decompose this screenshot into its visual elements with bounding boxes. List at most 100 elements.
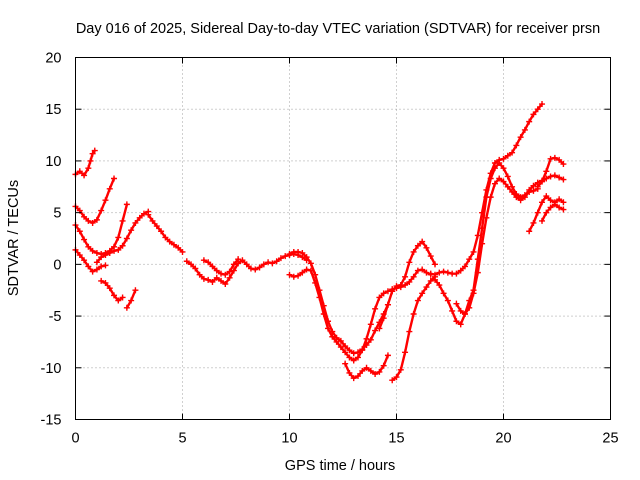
data-point	[307, 260, 314, 267]
data-point	[209, 278, 216, 285]
data-point	[406, 278, 413, 285]
data-point	[560, 206, 567, 213]
data-point	[81, 236, 88, 243]
data-point	[521, 194, 528, 201]
data-point	[320, 311, 327, 318]
data-point	[312, 279, 319, 286]
data-point	[526, 118, 533, 125]
data-point	[419, 290, 426, 297]
series-line	[74, 177, 116, 225]
data-point	[453, 318, 460, 325]
data-point	[380, 362, 387, 369]
data-point	[342, 349, 349, 356]
data-point	[547, 173, 554, 180]
data-point	[93, 266, 100, 273]
data-point	[419, 266, 426, 273]
data-point	[496, 159, 503, 166]
data-point	[145, 211, 152, 218]
y-axis-label: SDTVAR / TECUs	[6, 180, 22, 296]
data-point	[325, 325, 332, 332]
data-point	[89, 219, 96, 226]
data-point	[539, 217, 546, 224]
data-point	[303, 254, 310, 261]
data-point	[479, 240, 486, 247]
data-point	[200, 257, 207, 264]
data-point	[466, 256, 473, 263]
series-arc-m	[342, 352, 391, 382]
data-point	[483, 214, 490, 221]
data-point	[295, 248, 302, 255]
data-point	[534, 183, 541, 190]
data-point	[226, 274, 233, 281]
plot-frame	[75, 57, 611, 420]
data-point	[530, 182, 537, 189]
data-point	[119, 217, 126, 224]
data-point	[380, 315, 387, 322]
data-point	[106, 285, 113, 292]
data-point	[556, 174, 563, 181]
data-point	[277, 255, 284, 262]
data-point	[547, 204, 554, 211]
data-point	[76, 228, 83, 235]
data-point	[265, 259, 272, 266]
data-point	[474, 232, 481, 239]
data-point	[461, 311, 468, 318]
data-point	[111, 292, 118, 299]
data-point	[123, 235, 130, 242]
data-point	[504, 173, 511, 180]
data-point	[363, 335, 370, 342]
data-point	[260, 261, 267, 268]
data-point	[128, 297, 135, 304]
series-arc-i	[183, 251, 310, 288]
data-point	[149, 217, 156, 224]
data-point	[209, 263, 216, 270]
x-axis-label: GPS time / hours	[285, 458, 395, 474]
data-point	[119, 242, 126, 249]
data-point	[102, 252, 109, 259]
series-arc-n	[376, 238, 439, 332]
data-point	[235, 256, 242, 263]
data-point	[170, 241, 177, 248]
data-point	[85, 217, 92, 224]
data-point	[487, 175, 494, 182]
data-point	[115, 234, 122, 241]
data-point	[188, 261, 195, 268]
data-point	[273, 258, 280, 265]
data-point	[252, 266, 259, 273]
data-point	[560, 199, 567, 206]
series-arc-h	[145, 211, 186, 255]
data-point	[517, 134, 524, 141]
data-point	[491, 180, 498, 187]
data-point	[453, 270, 460, 277]
data-point	[111, 247, 118, 254]
data-point	[106, 185, 113, 192]
series-arc-s	[534, 154, 567, 190]
series-arc-q	[432, 159, 541, 328]
series-arc-g	[123, 287, 139, 311]
data-point	[376, 368, 383, 375]
data-point	[222, 281, 229, 288]
series-arc-e	[93, 208, 152, 266]
data-point	[337, 337, 344, 344]
data-point	[359, 347, 366, 354]
data-point	[539, 199, 546, 206]
data-point	[513, 142, 520, 149]
y-tick-label: 0	[53, 257, 61, 273]
x-tick-label: 20	[495, 431, 511, 447]
data-point	[282, 253, 289, 260]
data-point	[222, 271, 229, 278]
series-arc-o	[389, 273, 439, 384]
data-point	[509, 188, 516, 195]
data-point	[346, 369, 353, 376]
data-point	[98, 254, 105, 261]
data-point	[85, 263, 92, 270]
data-point	[286, 251, 293, 258]
data-point	[406, 328, 413, 335]
data-point	[436, 282, 443, 289]
data-point	[162, 234, 169, 241]
data-point	[183, 258, 190, 265]
data-point	[410, 311, 417, 318]
data-point	[530, 219, 537, 226]
series-arc-f	[98, 277, 126, 304]
data-point	[299, 249, 306, 256]
